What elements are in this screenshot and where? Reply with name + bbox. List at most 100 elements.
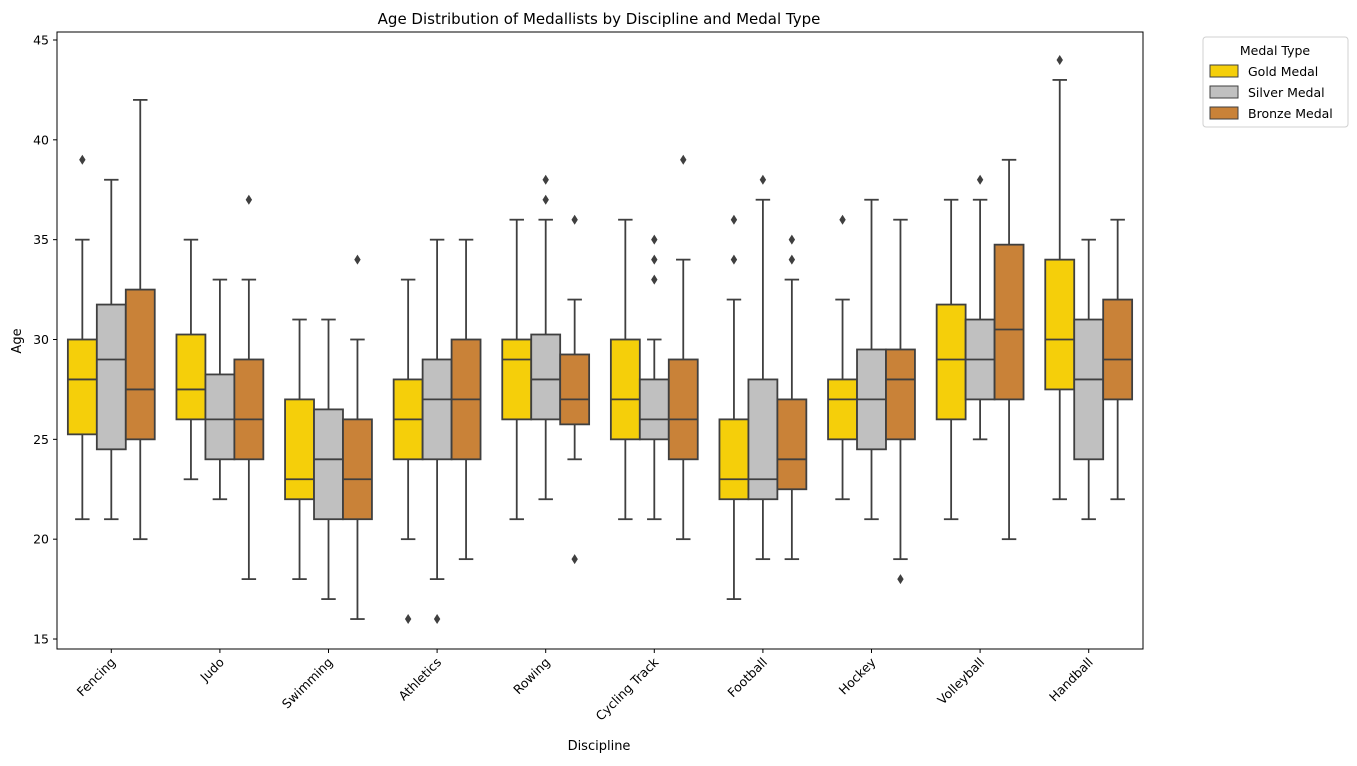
box-swimming-gold-medal [284, 318, 315, 581]
x-tick-label-handball: Handball [1046, 655, 1096, 705]
box-iqr [667, 358, 699, 461]
legend-swatch [1209, 106, 1239, 120]
box-judo-bronze-medal [233, 194, 265, 581]
box-swimming-bronze-medal [342, 254, 373, 620]
legend-swatch [1209, 64, 1239, 78]
box-iqr [935, 303, 967, 421]
box-handball-silver-medal [1073, 238, 1105, 521]
box-cycling-track-gold-medal [609, 218, 641, 521]
y-tick-label: 20 [33, 532, 49, 547]
x-tick-label-football: Football [724, 655, 770, 701]
box-iqr [501, 338, 533, 421]
outlier-point [651, 254, 658, 265]
y-tick-label: 45 [33, 32, 49, 47]
box-volleyball-bronze-medal [993, 158, 1025, 541]
outlier-point [79, 154, 86, 165]
box-rowing-gold-medal [501, 218, 533, 521]
outlier-point [542, 194, 549, 205]
box-athletics-gold-medal [392, 278, 424, 625]
y-tick-label: 30 [33, 332, 49, 347]
legend: Medal Type Gold Medal Silver Medal Bronze … [1202, 36, 1349, 128]
x-tick-label-hockey: Hockey [836, 654, 879, 697]
box-handball-bronze-medal [1102, 218, 1134, 501]
box-iqr [1044, 258, 1076, 391]
box-iqr [609, 338, 641, 441]
outlier-point [976, 174, 984, 185]
box-iqr [776, 398, 808, 491]
box-cycling-track-silver-medal [638, 234, 670, 521]
outlier-point [245, 194, 253, 205]
box-iqr [342, 418, 373, 521]
legend-item-silver-medal: Silver Medal [1209, 85, 1325, 100]
outlier-point [730, 254, 738, 265]
legend-item-bronze-medal: Bronze Medal [1209, 106, 1333, 121]
legend-label: Silver Medal [1248, 85, 1325, 100]
legend-label: Bronze Medal [1248, 106, 1333, 121]
outlier-point [651, 274, 658, 285]
x-tick-label-judo: Judo [196, 655, 227, 686]
outlier-point [1056, 54, 1063, 65]
outlier-point [730, 214, 738, 225]
x-tick-label-athletics: Athletics [395, 655, 444, 704]
box-iqr [1073, 318, 1105, 461]
x-tick-label-rowing: Rowing [510, 655, 553, 698]
outlier-point [404, 614, 412, 625]
y-tick-label: 40 [33, 132, 49, 147]
y-axis: 15 20 25 30 35 40 45 [33, 32, 57, 647]
box-football-bronze-medal [776, 234, 808, 561]
outlier-point [680, 154, 687, 165]
legend-swatch [1209, 85, 1239, 99]
outlier-point [897, 574, 904, 585]
outlier-point [651, 234, 658, 245]
box-hockey-gold-medal [827, 214, 858, 501]
box-iqr [124, 288, 156, 441]
box-iqr [559, 353, 591, 426]
box-iqr [1102, 298, 1134, 401]
y-tick-label: 15 [33, 632, 49, 647]
legend-title: Medal Type [1240, 43, 1311, 58]
y-tick-label: 35 [33, 232, 49, 247]
box-iqr [95, 303, 127, 451]
box-iqr [421, 358, 453, 461]
box-handball-gold-medal [1044, 54, 1076, 501]
box-rowing-silver-medal [530, 174, 562, 501]
x-axis: Fencing Judo Swimming Athletics Rowing Cyclin… [74, 649, 1096, 723]
x-tick-label-volleyball: Volleyball [934, 655, 987, 708]
box-iqr [233, 358, 265, 461]
box-iqr [530, 333, 562, 421]
outlier-point [571, 214, 578, 225]
legend-frame [1202, 36, 1349, 128]
box-hockey-silver-medal [856, 198, 887, 521]
outlier-point [542, 174, 549, 185]
box-fencing-bronze-medal [124, 98, 156, 541]
outlier-point [354, 254, 361, 265]
box-fencing-silver-medal [95, 178, 127, 521]
y-axis-title: Age [10, 328, 25, 353]
box-swimming-silver-medal [313, 318, 344, 600]
box-iqr [747, 378, 779, 501]
x-tick-label-fencing: Fencing [74, 655, 119, 700]
box-volleyball-gold-medal [935, 198, 967, 521]
box-athletics-silver-medal [421, 238, 453, 625]
x-tick-label-swimming: Swimming [279, 655, 336, 712]
box-athletics-bronze-medal [450, 238, 482, 561]
box-judo-silver-medal [204, 278, 236, 501]
y-tick-label: 25 [33, 432, 49, 447]
box-iqr [885, 348, 916, 441]
box-iqr [638, 378, 670, 441]
box-rowing-bronze-medal [559, 214, 591, 565]
box-judo-gold-medal [175, 238, 207, 481]
chart-title: Age Distribution of Medallists by Discip… [378, 10, 821, 28]
legend-item-gold-medal: Gold Medal [1209, 64, 1318, 79]
legend-label: Gold Medal [1248, 64, 1318, 79]
box-iqr [66, 338, 98, 436]
outlier-point [759, 174, 767, 185]
box-fencing-gold-medal [66, 154, 98, 521]
outlier-point [433, 614, 441, 625]
legend-items: Gold Medal Silver Medal Bronze Medal [1209, 64, 1333, 121]
outlier-point [571, 554, 578, 565]
box-iqr [718, 418, 750, 501]
box-football-silver-medal [747, 174, 779, 561]
